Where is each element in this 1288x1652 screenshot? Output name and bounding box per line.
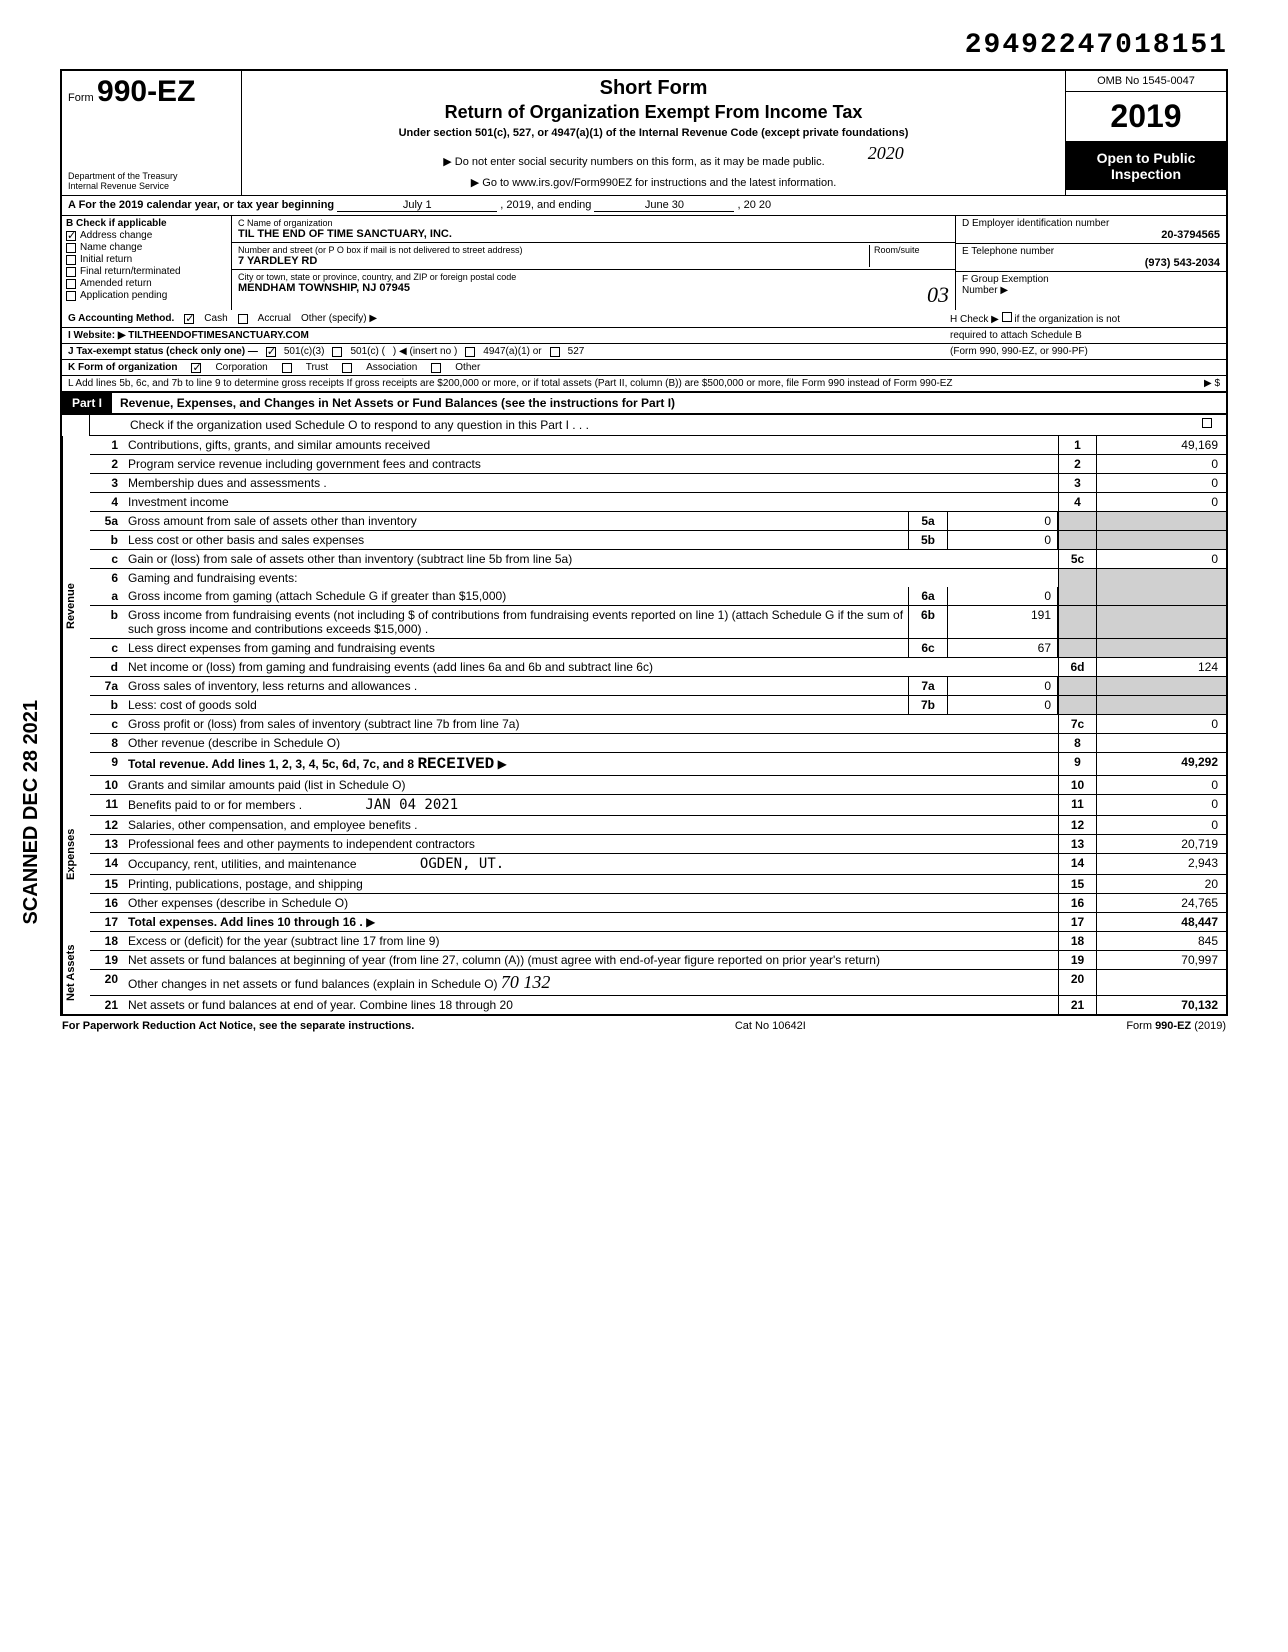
line-l: L Add lines 5b, 6c, and 7b to line 9 to … (60, 376, 1228, 392)
website-value: TILTHEENDOFTIMESANCTUARY.COM (128, 330, 309, 341)
line-g-h: G Accounting Method. Cash Accrual Other … (60, 310, 1228, 328)
chk-accrual[interactable] (238, 314, 248, 324)
stamp-date: JAN 04 2021 (365, 797, 458, 813)
line-i: I Website: ▶ TILTHEENDOFTIMESANCTUARY.CO… (60, 328, 1228, 344)
omb-number: OMB No 1545-0047 (1066, 71, 1226, 92)
chk-527[interactable] (550, 347, 560, 357)
group-exemption-label: F Group Exemption (962, 274, 1220, 285)
org-city: MENDHAM TOWNSHIP, NJ 07945 (238, 282, 410, 308)
chk-schedule-o[interactable] (1202, 418, 1212, 428)
side-netassets: Net Assets (62, 932, 90, 1014)
side-expenses: Expenses (62, 776, 90, 932)
ein-value: 20-3794565 (962, 229, 1220, 241)
city-label: City or town, state or province, country… (238, 272, 949, 282)
footer-mid: Cat No 10642I (735, 1020, 806, 1032)
chk-other-org[interactable] (431, 363, 441, 373)
chk-final-return[interactable] (66, 267, 76, 277)
chk-4947[interactable] (465, 347, 475, 357)
form-header: Form 990-EZ Department of the Treasury I… (60, 69, 1228, 195)
org-name: TIL THE END OF TIME SANCTUARY, INC. (238, 228, 949, 240)
chk-cash[interactable] (184, 314, 194, 324)
part-1-header: Part I Revenue, Expenses, and Changes in… (60, 392, 1228, 415)
form-number: 990-EZ (97, 75, 195, 108)
open-public-1: Open to Public (1070, 150, 1222, 166)
hand-03: 03 (927, 282, 949, 308)
chk-association[interactable] (342, 363, 352, 373)
part-1-tab: Part I (62, 393, 112, 413)
hand-70132: 70 132 (501, 972, 551, 992)
addr-label: Number and street (or P O box if mail is… (238, 245, 869, 255)
org-address: 7 YARDLEY RD (238, 255, 869, 267)
chk-trust[interactable] (282, 363, 292, 373)
line-k: K Form of organization Corporation Trust… (60, 360, 1228, 376)
scanned-stamp: SCANNED DEC 28 2021 (20, 700, 43, 925)
document-code: 29492247018151 (60, 30, 1228, 61)
org-name-label: C Name of organization (238, 218, 949, 228)
form-title-long: Return of Organization Exempt From Incom… (250, 102, 1057, 123)
chk-address-change[interactable] (66, 231, 76, 241)
part-1-table: Check if the organization used Schedule … (60, 415, 1228, 1016)
info-block: B Check if applicable Address change Nam… (60, 216, 1228, 310)
col-b-header: B Check if applicable (66, 218, 227, 229)
footer: For Paperwork Reduction Act Notice, see … (60, 1016, 1228, 1036)
open-public-2: Inspection (1070, 166, 1222, 182)
stamp-ogden: OGDEN, UT. (420, 856, 504, 872)
chk-h[interactable] (1002, 312, 1012, 322)
received-stamp: RECEIVED (417, 755, 494, 773)
form-prefix: Form (68, 92, 94, 104)
footer-right: Form 990-EZ (2019) (1126, 1020, 1226, 1032)
tax-year: 2019 (1110, 98, 1181, 134)
hand-year-2020: 2020 (868, 143, 904, 163)
footer-left: For Paperwork Reduction Act Notice, see … (62, 1020, 414, 1032)
phone-label: E Telephone number (962, 246, 1220, 257)
dept-irs: Internal Revenue Service (68, 181, 235, 191)
form-subtitle: Under section 501(c), 527, or 4947(a)(1)… (250, 127, 1057, 139)
part-1-title: Revenue, Expenses, and Changes in Net As… (112, 393, 683, 413)
form-title-short: Short Form (250, 77, 1057, 100)
line-a: A For the 2019 calendar year, or tax yea… (60, 195, 1228, 216)
chk-corporation[interactable] (191, 363, 201, 373)
check-schedule-o: Check if the organization used Schedule … (130, 418, 1202, 432)
chk-amended[interactable] (66, 279, 76, 289)
chk-501c[interactable] (332, 347, 342, 357)
chk-initial-return[interactable] (66, 255, 76, 265)
chk-application-pending[interactable] (66, 291, 76, 301)
chk-name-change[interactable] (66, 243, 76, 253)
phone-value: (973) 543-2034 (962, 257, 1220, 269)
side-revenue: Revenue (62, 436, 90, 776)
ein-label: D Employer identification number (962, 218, 1220, 229)
group-exemption-number: Number ▶ (962, 285, 1220, 296)
chk-501c3[interactable] (266, 347, 276, 357)
form-note-url: ▶ Go to www.irs.gov/Form990EZ for instru… (250, 176, 1057, 189)
dept-treasury: Department of the Treasury (68, 171, 235, 181)
form-note-ssn: ▶ Do not enter social security numbers o… (250, 149, 1057, 170)
line-j: J Tax-exempt status (check only one) — 5… (60, 344, 1228, 360)
room-label: Room/suite (874, 245, 949, 255)
